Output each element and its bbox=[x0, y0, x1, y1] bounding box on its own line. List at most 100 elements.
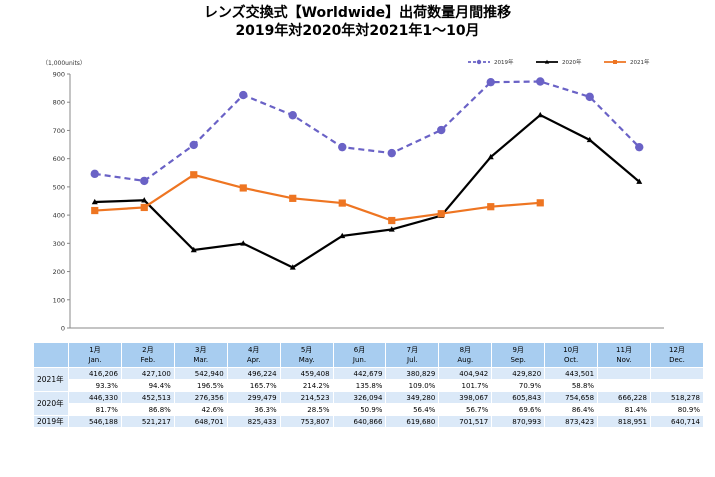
units-cell: 640,866 bbox=[332, 415, 387, 428]
pct-cell: 135.8% bbox=[332, 379, 387, 392]
month-header: 6月 Jun. bbox=[332, 342, 387, 368]
units-cell: 427,100 bbox=[120, 367, 175, 380]
table-row: 2021年 416,206 427,100 542,940 496,224 459,408… bbox=[33, 367, 705, 392]
units-cell bbox=[649, 367, 705, 380]
month-jp: 4月 bbox=[247, 346, 260, 354]
pct-cell: 93.3% bbox=[68, 379, 122, 392]
units-cell: 398,067 bbox=[438, 391, 493, 404]
series-point bbox=[140, 203, 148, 212]
month-en: Mar. bbox=[193, 356, 209, 364]
pct-cell: 196.5% bbox=[173, 379, 228, 392]
units-cell: 429,820 bbox=[491, 367, 546, 380]
month-jp: 8月 bbox=[459, 346, 472, 354]
pct-cell: 36.3% bbox=[226, 403, 281, 416]
units-cell: 214,523 bbox=[279, 391, 334, 404]
y-tick-label: 100 bbox=[53, 296, 65, 304]
units-cell: 666,228 bbox=[597, 391, 651, 404]
series-point bbox=[487, 153, 494, 160]
units-cell: 443,501 bbox=[544, 367, 599, 380]
series-point bbox=[585, 92, 594, 102]
series-point bbox=[635, 142, 644, 152]
month-header: 7月 Jul. bbox=[385, 342, 440, 368]
series-point bbox=[239, 90, 248, 100]
month-jp: 7月 bbox=[406, 346, 419, 354]
series-point bbox=[536, 77, 545, 86]
year-label: 2019年 bbox=[33, 415, 69, 428]
month-header: 2月 Feb. bbox=[120, 342, 175, 368]
month-jp: 11月 bbox=[616, 346, 632, 354]
pct-cell: 165.7% bbox=[226, 379, 281, 392]
pct-cell: 50.9% bbox=[332, 403, 387, 416]
legend-marker bbox=[476, 59, 482, 65]
units-cell: 605,843 bbox=[491, 391, 546, 404]
month-en: Sep. bbox=[510, 356, 526, 364]
y-tick-label: 200 bbox=[53, 268, 65, 276]
units-cell: 518,278 bbox=[649, 391, 705, 404]
month-en: Nov. bbox=[616, 356, 632, 364]
month-en: Feb. bbox=[140, 356, 156, 364]
chart-subtitle: 2019年対2020年対2021年1～10月 bbox=[235, 23, 480, 39]
units-cell: 276,356 bbox=[173, 391, 228, 404]
units-cell: 619,680 bbox=[385, 415, 440, 428]
month-header: 3月 Mar. bbox=[173, 342, 228, 368]
month-jp: 6月 bbox=[353, 346, 366, 354]
data-table: 1月 Jan. 2月 Feb. 3月 Mar. 4月 Apr. 5月 May. 6月 Jun. 7月 Ju… bbox=[33, 342, 705, 428]
year-label: 2021年 bbox=[33, 367, 69, 392]
series-point bbox=[240, 240, 247, 246]
series-line-3 bbox=[94, 173, 541, 222]
legend-label: 2021年 bbox=[630, 58, 650, 66]
units-cell: 754,658 bbox=[544, 391, 599, 404]
month-en: Oct. bbox=[563, 356, 579, 364]
series-point bbox=[90, 169, 99, 179]
units-cell: 825,433 bbox=[226, 415, 281, 428]
month-en: May. bbox=[298, 356, 315, 364]
y-tick-label: 700 bbox=[53, 127, 65, 135]
month-header: 5月 May. bbox=[279, 342, 334, 368]
units-cell: 380,829 bbox=[385, 367, 440, 380]
units-cell: 452,513 bbox=[120, 391, 175, 404]
month-header: 4月 Apr. bbox=[226, 342, 281, 368]
month-jp: 9月 bbox=[512, 346, 524, 354]
y-tick-label: 800 bbox=[53, 99, 65, 107]
series-point bbox=[338, 199, 346, 207]
month-en: Jul. bbox=[407, 356, 418, 364]
series-point bbox=[437, 125, 446, 135]
series-point bbox=[190, 246, 197, 253]
series-point bbox=[537, 111, 544, 118]
series-line-1 bbox=[94, 80, 641, 183]
series-point bbox=[586, 136, 593, 143]
pct-cell: 81.7% bbox=[68, 403, 122, 416]
units-cell: 416,206 bbox=[68, 367, 122, 380]
legend-label: 2019年 bbox=[494, 58, 514, 66]
month-header: 11月 Nov. bbox=[597, 342, 651, 368]
pct-cell: 94.4% bbox=[120, 379, 175, 392]
month-jp: 5月 bbox=[300, 346, 313, 354]
y-tick-label: 900 bbox=[53, 71, 65, 79]
units-cell: 442,679 bbox=[332, 367, 387, 380]
series-point bbox=[289, 264, 296, 270]
month-en: Apr. bbox=[246, 356, 261, 364]
units-cell: 753,807 bbox=[279, 415, 334, 428]
pct-cell: 42.6% bbox=[173, 403, 228, 416]
table-row: 81.7% 86.8% 42.6% 36.3% 28.5% 50.9% 56.4% 56.7%… bbox=[34, 403, 705, 416]
legend-marker bbox=[613, 60, 617, 64]
month-header: 10月 Oct. bbox=[544, 342, 599, 368]
series-point bbox=[636, 178, 643, 184]
units-cell: 542,940 bbox=[173, 367, 228, 380]
series-point bbox=[288, 111, 297, 120]
month-header: 8月 Aug. bbox=[438, 342, 493, 368]
pct-cell bbox=[649, 379, 705, 392]
series-point bbox=[239, 184, 247, 192]
units-cell: 349,280 bbox=[385, 391, 440, 404]
y-unit-label: （1,000units） bbox=[42, 60, 86, 67]
series-point bbox=[189, 140, 198, 150]
units-cell bbox=[597, 367, 651, 380]
units-cell: 546,188 bbox=[68, 415, 122, 428]
units-cell: 299,479 bbox=[226, 391, 281, 404]
pct-cell: 80.9% bbox=[649, 403, 705, 416]
month-jp: 12月 bbox=[669, 346, 685, 354]
pct-cell: 56.7% bbox=[438, 403, 493, 416]
y-tick-label: 500 bbox=[53, 183, 65, 191]
y-tick-label: 300 bbox=[53, 240, 65, 248]
series-point bbox=[487, 203, 495, 211]
